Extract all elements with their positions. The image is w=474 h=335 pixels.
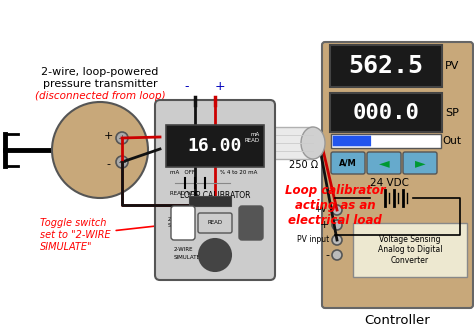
Text: +V: +V xyxy=(314,205,327,214)
Text: PV input: PV input xyxy=(297,236,329,245)
Text: 2-WIRE: 2-WIRE xyxy=(174,247,193,252)
Ellipse shape xyxy=(155,127,179,159)
Text: Controller: Controller xyxy=(365,314,430,327)
Text: 562.5: 562.5 xyxy=(348,54,423,78)
Circle shape xyxy=(116,156,128,168)
Circle shape xyxy=(332,250,342,260)
Text: Out: Out xyxy=(443,136,462,146)
FancyBboxPatch shape xyxy=(367,152,401,174)
Circle shape xyxy=(52,102,148,198)
Ellipse shape xyxy=(301,127,325,159)
FancyBboxPatch shape xyxy=(166,125,264,167)
Text: 000.0: 000.0 xyxy=(353,103,419,123)
Text: 2-wire cable: 2-wire cable xyxy=(204,136,276,149)
Text: mA   OFF: mA OFF xyxy=(170,170,195,175)
FancyBboxPatch shape xyxy=(239,206,263,240)
Text: +: + xyxy=(319,220,329,230)
Text: % 4 to 20 mA: % 4 to 20 mA xyxy=(220,170,257,175)
FancyBboxPatch shape xyxy=(403,152,437,174)
Text: ►: ► xyxy=(415,156,425,170)
Text: 2-wire, loop-powered: 2-wire, loop-powered xyxy=(41,67,159,77)
Text: Toggle switch
set to "2-WIRE
SIMULATE": Toggle switch set to "2-WIRE SIMULATE" xyxy=(40,218,178,252)
Text: -: - xyxy=(106,159,110,169)
FancyBboxPatch shape xyxy=(333,136,371,146)
FancyBboxPatch shape xyxy=(330,45,442,87)
Text: SIMULATE: SIMULATE xyxy=(174,255,201,260)
Text: Loop calibrator
acting as an
electrical load: Loop calibrator acting as an electrical … xyxy=(285,184,386,226)
Circle shape xyxy=(332,205,342,215)
Text: ◄: ◄ xyxy=(379,156,389,170)
FancyBboxPatch shape xyxy=(353,223,467,277)
FancyBboxPatch shape xyxy=(330,93,442,132)
Text: -: - xyxy=(325,250,329,260)
Text: PV: PV xyxy=(445,61,459,71)
Circle shape xyxy=(199,239,231,271)
Circle shape xyxy=(332,220,342,230)
Text: mA
READ: mA READ xyxy=(245,132,260,143)
Text: -: - xyxy=(185,80,189,93)
Text: pressure transmitter: pressure transmitter xyxy=(43,79,157,89)
Text: SP: SP xyxy=(445,108,459,118)
FancyBboxPatch shape xyxy=(331,152,365,174)
FancyBboxPatch shape xyxy=(322,42,473,308)
FancyBboxPatch shape xyxy=(171,206,195,240)
Circle shape xyxy=(116,132,128,144)
Text: A/M: A/M xyxy=(339,158,357,168)
Text: 24 VDC: 24 VDC xyxy=(371,178,410,188)
Text: (disconnected from loop): (disconnected from loop) xyxy=(35,91,165,101)
Text: 100%
20 mA: 100% 20 mA xyxy=(203,217,221,228)
Text: +: + xyxy=(215,80,225,93)
Text: 250 Ω: 250 Ω xyxy=(289,160,318,170)
Text: Voltage Sensing
Analog to Digital
Converter: Voltage Sensing Analog to Digital Conver… xyxy=(378,235,442,265)
Text: ZERO
SOURCE: ZERO SOURCE xyxy=(168,217,191,228)
Text: LOOP CALIBRATOR: LOOP CALIBRATOR xyxy=(180,191,250,200)
FancyBboxPatch shape xyxy=(331,134,441,148)
Text: 16.00: 16.00 xyxy=(188,137,242,155)
Circle shape xyxy=(332,235,342,245)
FancyBboxPatch shape xyxy=(189,196,231,206)
Text: +: + xyxy=(103,131,113,141)
FancyBboxPatch shape xyxy=(155,100,275,280)
FancyBboxPatch shape xyxy=(167,127,313,159)
Text: READ VDC: READ VDC xyxy=(170,191,199,196)
FancyBboxPatch shape xyxy=(198,213,232,233)
Text: READ: READ xyxy=(208,220,223,225)
